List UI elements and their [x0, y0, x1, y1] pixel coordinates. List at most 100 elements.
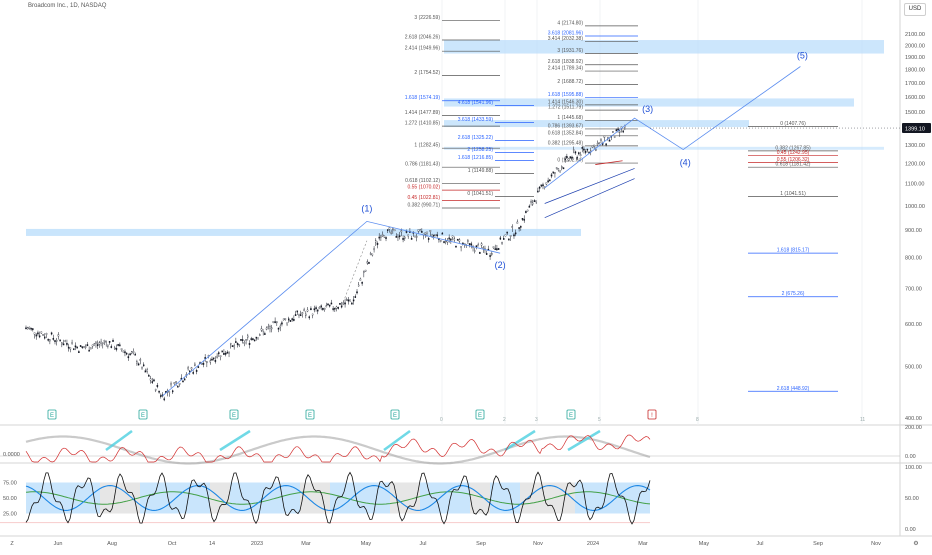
- fib-right-label: 1.618 (815.17): [777, 248, 810, 254]
- candle-body: [211, 358, 213, 361]
- candle-body: [402, 238, 404, 240]
- candle-body: [458, 239, 461, 242]
- osc1-line: [25, 434, 651, 463]
- fib-left-label: 3 (2226.59): [414, 15, 440, 21]
- candle-body: [55, 339, 58, 342]
- candle-body: [363, 271, 365, 273]
- candle-body: [404, 236, 406, 239]
- fib-right-label: 0 (1407.76): [780, 121, 806, 127]
- candle-body: [335, 306, 338, 309]
- candle-body: [103, 340, 106, 342]
- price-tick-label: 1600.00: [905, 95, 925, 101]
- candle-body: [434, 234, 437, 236]
- candle-body: [501, 242, 503, 244]
- candle-body: [281, 322, 283, 325]
- fib-mid-label: 2 (1258.25): [467, 147, 493, 153]
- candle-body: [475, 245, 478, 248]
- candle-body: [480, 243, 483, 246]
- candle-body: [270, 327, 273, 330]
- candle-body: [386, 229, 389, 231]
- candle-body: [555, 167, 558, 169]
- candle-body: [78, 351, 80, 354]
- earnings-marker-label: E: [232, 413, 236, 419]
- candle-body: [315, 307, 317, 310]
- candle-body: [433, 234, 435, 237]
- candle-body: [330, 302, 333, 305]
- fib-right-label: 0.45 (1242.95): [777, 150, 810, 156]
- candle-body: [506, 231, 508, 234]
- candle-body: [340, 305, 343, 308]
- candle-body: [200, 363, 203, 365]
- candle-body: [455, 245, 457, 248]
- candle-body: [33, 332, 36, 335]
- osc2-tick-label: 100.00: [905, 465, 922, 471]
- candle-body: [187, 367, 189, 370]
- bar-count-label: 2: [503, 417, 506, 423]
- candle-body: [482, 247, 485, 249]
- candle-body: [392, 227, 394, 230]
- candle-body: [576, 156, 578, 159]
- candle-body: [578, 152, 580, 155]
- earnings-marker-label: E: [50, 413, 54, 419]
- candle-body: [542, 184, 544, 187]
- candle-body: [559, 170, 561, 173]
- candle-body: [407, 234, 409, 237]
- fib-right-label: 0.55 (1206.32): [777, 157, 810, 163]
- candle-body: [414, 235, 416, 238]
- candle-body: [241, 339, 244, 342]
- currency-button[interactable]: USD: [904, 3, 926, 16]
- osc1-cross-segment: [567, 429, 601, 452]
- candle-body: [323, 308, 326, 310]
- candle-body: [381, 234, 384, 237]
- bar-count-label: 11: [860, 417, 865, 423]
- earnings-marker: [305, 409, 315, 420]
- fib-mid-label: 3.618 (1433.59): [458, 117, 494, 123]
- candle-body: [397, 235, 399, 238]
- bar-count-label: 3: [535, 417, 538, 423]
- candle-body: [337, 307, 339, 309]
- candle-body: [25, 327, 27, 330]
- candle-body: [598, 142, 601, 144]
- candle-body: [436, 234, 438, 237]
- candle-body: [194, 363, 196, 366]
- candle-body: [119, 344, 121, 347]
- candle-body: [289, 320, 292, 322]
- time-axis-label: Jun: [54, 541, 63, 547]
- candle-body: [562, 167, 565, 170]
- osc2-band: [575, 482, 650, 514]
- candle-body: [545, 182, 548, 185]
- candle-body: [521, 218, 524, 220]
- candle-body: [608, 139, 611, 142]
- fib-left-label: 0.55 (1070.02): [407, 185, 440, 191]
- fib-right-top-label: 3.618 (2081.96): [548, 30, 584, 36]
- candle-body: [30, 327, 32, 330]
- fib-left-label: 1.272 (1410.85): [405, 121, 441, 127]
- support-zone-right: [444, 146, 884, 150]
- candle-body: [448, 237, 450, 240]
- support-zone: [26, 228, 581, 236]
- fib-right-top-label: 1 (1445.68): [557, 115, 583, 121]
- candle-body: [354, 296, 357, 298]
- candle-body: [299, 314, 302, 317]
- candle-body: [182, 380, 184, 383]
- candle-body: [95, 341, 97, 344]
- candle-body: [52, 337, 55, 340]
- candle-body: [579, 154, 582, 157]
- candle-body: [395, 236, 398, 238]
- fib-right-top-label: 1.618 (1595.88): [548, 92, 584, 98]
- candle-body: [235, 341, 237, 343]
- earnings-marker-label: !: [651, 413, 653, 419]
- candle-body: [137, 363, 140, 366]
- candle-body: [366, 261, 368, 264]
- candle-body: [255, 336, 258, 339]
- candle-body: [134, 353, 136, 356]
- candle-body: [218, 352, 220, 355]
- candle-body: [424, 232, 427, 235]
- candle-body: [497, 248, 500, 250]
- candle-body: [525, 211, 527, 213]
- candle-body: [214, 360, 217, 362]
- osc2-band: [330, 482, 390, 514]
- candle-body: [369, 253, 372, 255]
